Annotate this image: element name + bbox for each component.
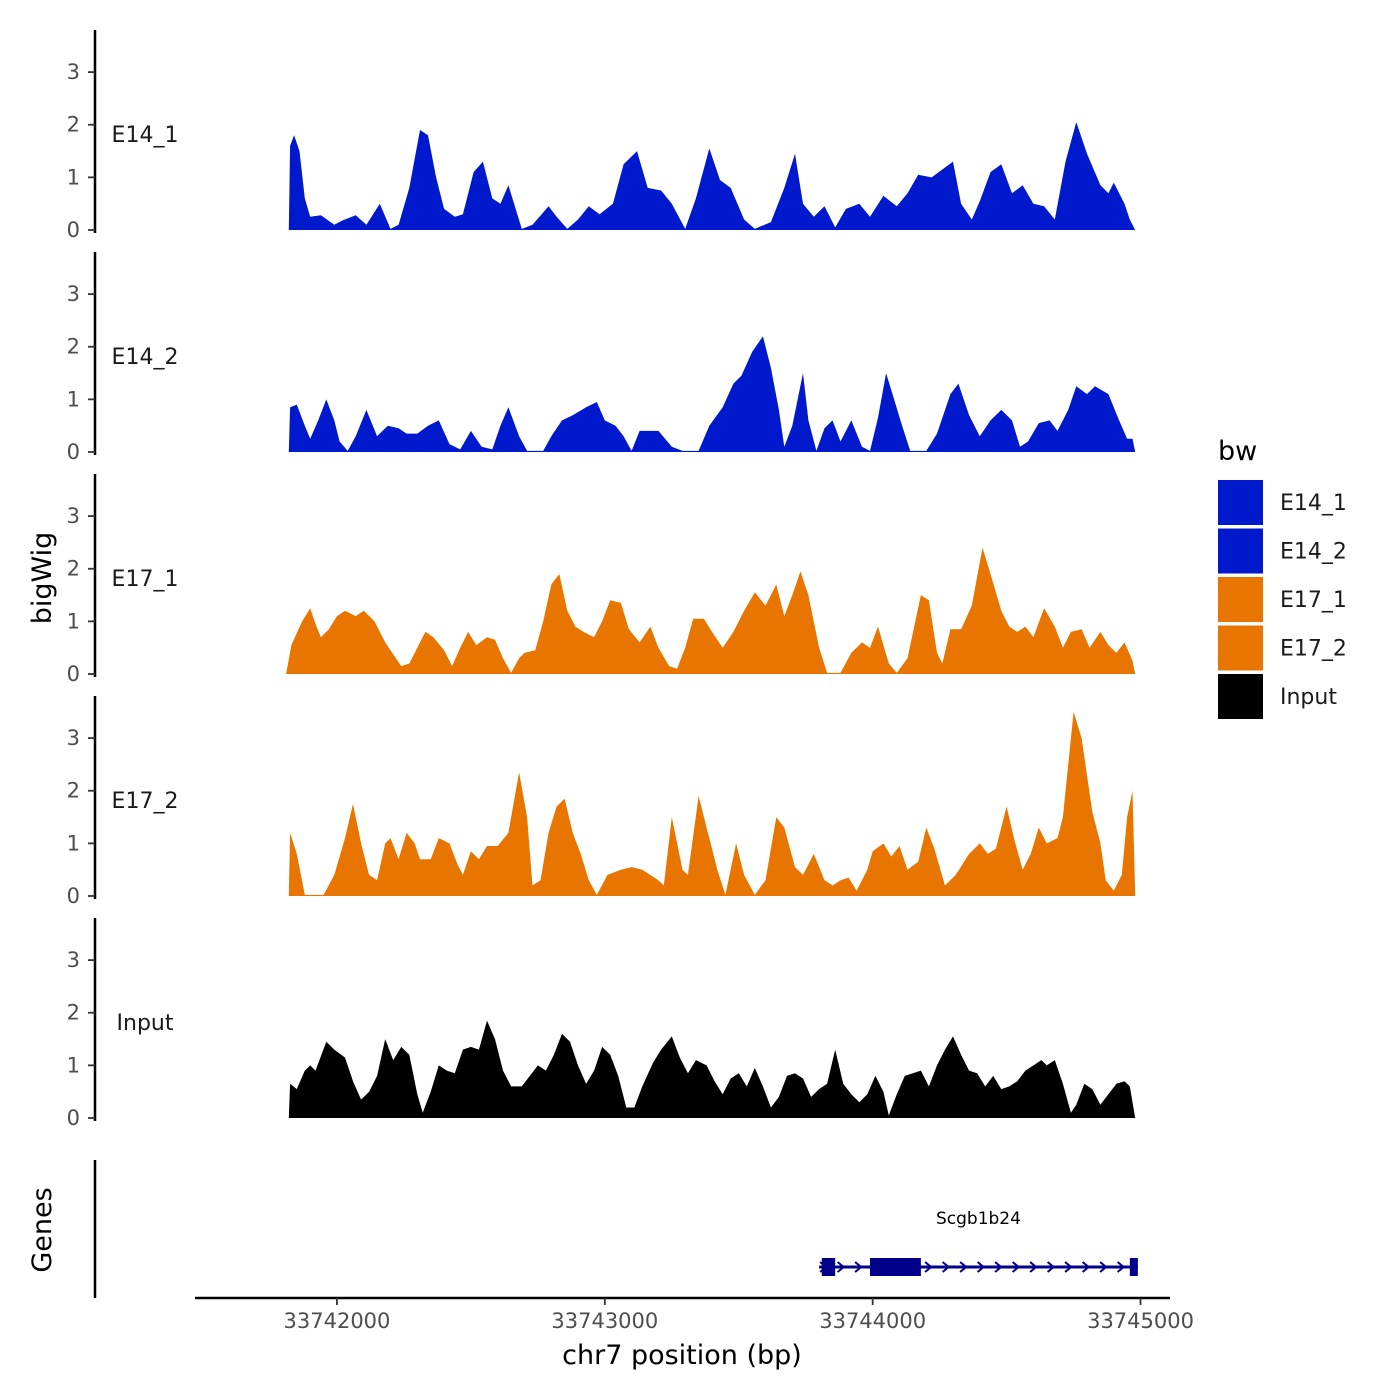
legend-title: bw xyxy=(1218,436,1257,467)
legend-swatch xyxy=(1218,674,1263,719)
coverage-area-e14-1 xyxy=(288,122,1136,230)
strand-arrow xyxy=(1046,1261,1056,1273)
y-tick-label: 3 xyxy=(67,60,80,84)
x-tick-label: 33745000 xyxy=(1087,1309,1194,1333)
legend-entry: E17_1 xyxy=(1218,577,1347,622)
legend-entry: Input xyxy=(1218,674,1337,719)
x-axis: 33742000 33743000 33744000 33745000 xyxy=(195,1296,1194,1333)
legend-entry: E17_2 xyxy=(1218,625,1347,671)
y-tick-label: 0 xyxy=(67,440,80,464)
x-tick-label: 33743000 xyxy=(551,1309,658,1333)
exon-block xyxy=(821,1258,836,1276)
legend-swatch xyxy=(1218,625,1263,671)
coverage-area-e14-2 xyxy=(288,336,1136,452)
y-tick-label: 2 xyxy=(67,1001,80,1025)
y-tick-label: 2 xyxy=(67,335,80,359)
x-tick-label: 33742000 xyxy=(284,1309,391,1333)
y-axis-title: bigWig xyxy=(27,532,58,625)
strand-arrow xyxy=(976,1261,986,1273)
y-tick-label: 2 xyxy=(67,113,80,137)
track-label: Input xyxy=(117,1011,174,1036)
x-tick-label: 33744000 xyxy=(819,1309,926,1333)
y-tick-label: 1 xyxy=(67,609,80,633)
coverage-area-e17-1 xyxy=(286,547,1136,674)
y-tick-label: 3 xyxy=(67,504,80,528)
strand-arrow xyxy=(836,1261,846,1273)
legend-label: Input xyxy=(1280,685,1337,710)
track-label: E14_2 xyxy=(112,345,179,370)
track-e14-1: 0 1 2 3 E14_1 xyxy=(67,30,1136,242)
coverage-area-e17-2 xyxy=(288,711,1136,896)
gene-name-label: Scgb1b24 xyxy=(936,1209,1021,1229)
strand-arrow xyxy=(1011,1261,1021,1273)
legend-swatch xyxy=(1218,528,1263,574)
tracks-layer: 0 1 2 3 E14_1 0 1 2 3 E14_2 0 1 2 3 E17_1 0 1 2 3 E17_2 0 1 2 3… xyxy=(67,30,1136,1130)
y-tick-label: 0 xyxy=(67,662,80,686)
track-label: E17_1 xyxy=(112,567,179,592)
y-tick-label: 1 xyxy=(67,387,80,411)
strand-arrow xyxy=(1029,1261,1038,1273)
track-e17-1: 0 1 2 3 E17_1 xyxy=(67,474,1136,686)
track-e14-2: 0 1 2 3 E14_2 xyxy=(67,252,1136,464)
y-tick-label: 0 xyxy=(67,218,80,242)
y-tick-label: 0 xyxy=(67,1106,80,1130)
track-e17-2: 0 1 2 3 E17_2 xyxy=(67,696,1136,908)
strand-arrow xyxy=(994,1261,1003,1273)
genes-track: Scgb1b24 xyxy=(93,1160,1138,1298)
coverage-area-input xyxy=(288,1020,1136,1118)
strand-arrow xyxy=(1064,1261,1073,1273)
legend-label: E14_1 xyxy=(1280,491,1347,516)
track-label: E17_2 xyxy=(112,789,179,814)
exon-block xyxy=(870,1258,921,1276)
y-tick-label: 1 xyxy=(67,831,80,855)
strand-arrow xyxy=(924,1261,933,1273)
legend-swatch xyxy=(1218,480,1263,525)
strand-arrow xyxy=(854,1261,863,1273)
legend-label: E17_2 xyxy=(1280,637,1347,662)
y-tick-label: 3 xyxy=(67,726,80,750)
track-label: E14_1 xyxy=(112,123,179,148)
genes-axis-title: Genes xyxy=(27,1187,58,1272)
y-tick-label: 0 xyxy=(67,884,80,908)
x-axis-title: chr7 position (bp) xyxy=(562,1340,802,1371)
legend: bw E14_1 E14_2 E17_1 E17_2 Input xyxy=(1218,436,1347,719)
gene-scgb1b24: Scgb1b24 xyxy=(819,1209,1138,1276)
strand-arrow xyxy=(1099,1261,1108,1273)
legend-entry: E14_2 xyxy=(1218,528,1347,574)
track-input: 0 1 2 3 Input xyxy=(67,918,1136,1130)
strand-arrow xyxy=(959,1261,968,1273)
strand-arrow xyxy=(1116,1261,1126,1273)
y-tick-label: 1 xyxy=(67,1053,80,1077)
legend-entry: E14_1 xyxy=(1218,480,1347,525)
legend-label: E14_2 xyxy=(1280,540,1347,565)
y-tick-label: 2 xyxy=(67,779,80,803)
strand-arrow xyxy=(941,1261,951,1273)
legend-swatch xyxy=(1218,577,1263,622)
y-tick-label: 1 xyxy=(67,165,80,189)
y-tick-label: 3 xyxy=(67,948,80,972)
strand-arrow xyxy=(1081,1261,1091,1273)
y-tick-label: 2 xyxy=(67,557,80,581)
y-tick-label: 3 xyxy=(67,282,80,306)
legend-label: E17_1 xyxy=(1280,588,1347,613)
exon-block xyxy=(1129,1258,1138,1276)
